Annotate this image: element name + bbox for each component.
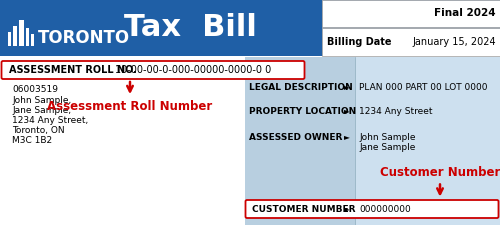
Text: PLAN 000 PART 00 LOT 0000: PLAN 000 PART 00 LOT 0000 [359,83,488,92]
Bar [355,57,500,225]
Text: ASSESSED OWNER: ASSESSED OWNER [249,133,342,142]
Bar [8,32,11,46]
Text: TORONTO: TORONTO [38,29,130,47]
FancyBboxPatch shape [2,61,304,79]
Text: CUSTOMER NUMBER: CUSTOMER NUMBER [252,205,356,214]
FancyBboxPatch shape [246,200,498,218]
Text: Customer Number: Customer Number [380,166,500,180]
Text: Billing Date: Billing Date [327,37,392,47]
Bar [322,0,500,27]
Text: Jane Sample,: Jane Sample, [12,106,71,115]
Text: Jane Sample: Jane Sample [359,144,416,153]
Text: Toronto, ON: Toronto, ON [12,126,64,135]
Text: LEGAL DESCRIPTION: LEGAL DESCRIPTION [249,83,353,92]
Text: 10-00-00-0-000-00000-0000-0 0: 10-00-00-0-000-00000-0000-0 0 [115,65,271,75]
Text: 1234 Any Street,: 1234 Any Street, [12,116,88,125]
Text: January 15, 2024: January 15, 2024 [412,37,496,47]
Bar [19,20,24,46]
Bar [0,0,500,56]
Text: Tax  Bill: Tax Bill [124,14,256,43]
Bar [31,34,34,46]
Text: PROPERTY LOCATION: PROPERTY LOCATION [249,106,356,115]
Bar [322,28,500,56]
Text: ►: ► [344,133,350,142]
Text: Assessment Roll Number: Assessment Roll Number [48,100,212,113]
Text: ►: ► [344,83,350,92]
Text: 000000000: 000000000 [359,205,411,214]
Bar [13,26,17,46]
Bar [26,28,29,46]
Text: ►: ► [344,106,350,115]
Text: John Sample,: John Sample, [12,96,72,105]
Bar [245,57,500,225]
Text: 06003519: 06003519 [12,85,58,94]
Text: M3C 1B2: M3C 1B2 [12,136,52,145]
Text: Final 2024: Final 2024 [434,9,496,18]
Text: John Sample: John Sample [359,133,416,142]
Text: ASSESSMENT ROLL NO.: ASSESSMENT ROLL NO. [9,65,137,75]
Text: 1234 Any Street: 1234 Any Street [359,106,432,115]
Text: ►: ► [344,205,350,214]
